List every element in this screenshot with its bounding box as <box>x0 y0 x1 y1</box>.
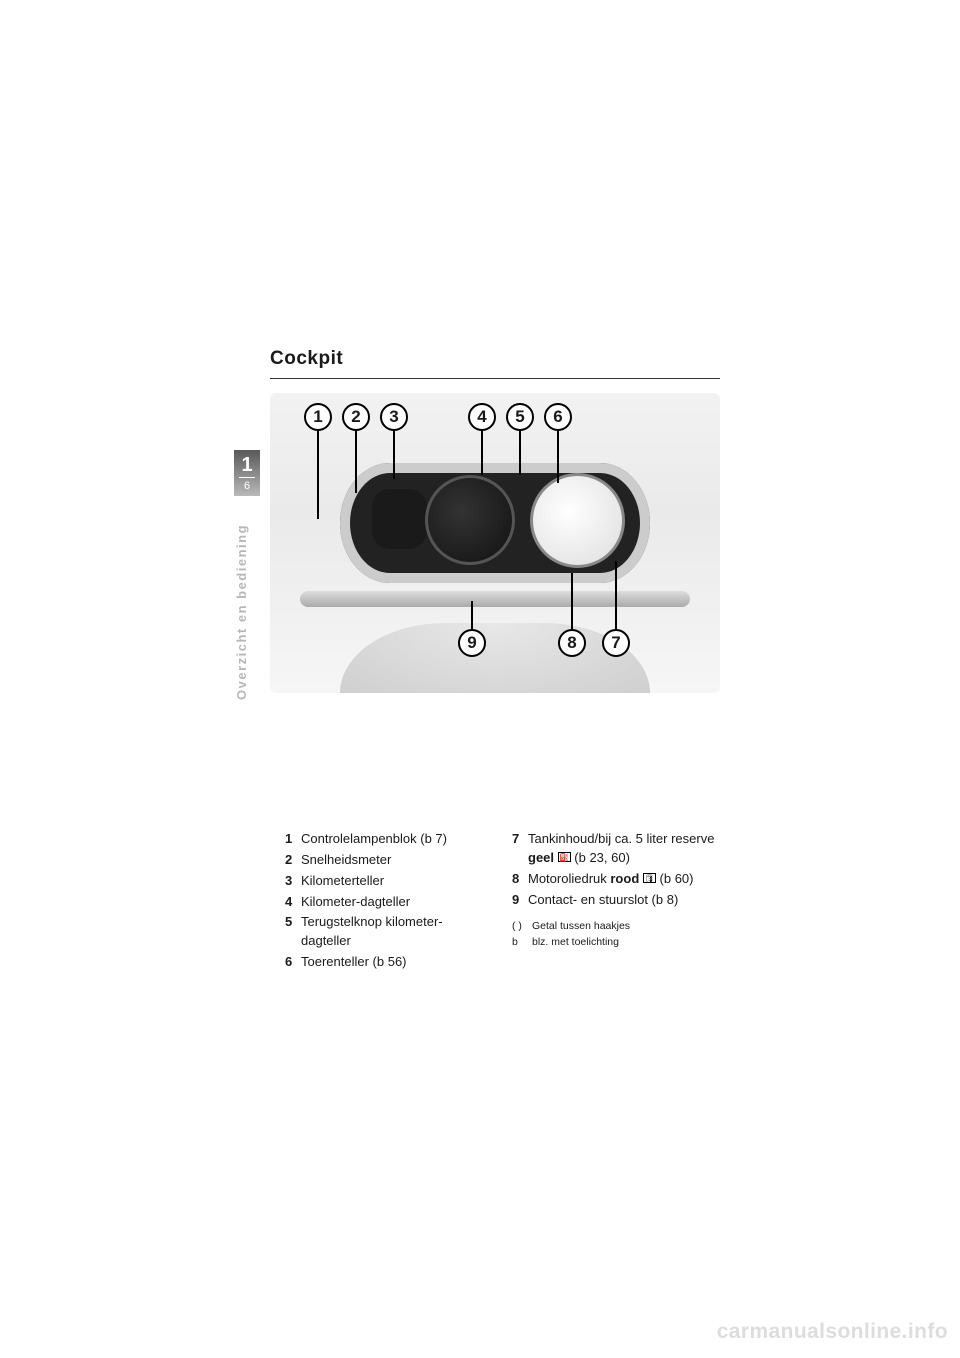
legend-item: 6Toerenteller (b 56) <box>285 953 488 972</box>
chapter-number: 1 <box>241 455 252 475</box>
legend-item-text: Controlelampenblok (b 7) <box>301 830 488 849</box>
callout-circle: 9 <box>458 629 486 657</box>
legend-item-text: Kilometerteller <box>301 872 488 891</box>
legend-item-number: 6 <box>285 953 301 972</box>
leader-line <box>393 431 395 479</box>
tachometer-gauge-shape <box>530 473 625 568</box>
legend-item-number: 9 <box>512 891 528 910</box>
callout-circle: 7 <box>602 629 630 657</box>
figure-legend: 1Controlelampenblok (b 7)2Snelheidsmeter… <box>285 830 715 974</box>
callout-circle: 8 <box>558 629 586 657</box>
legend-column-left: 1Controlelampenblok (b 7)2Snelheidsmeter… <box>285 830 488 974</box>
legend-item: 9Contact- en stuurslot (b 8) <box>512 891 715 910</box>
leader-line <box>615 561 617 629</box>
legend-item-number: 3 <box>285 872 301 891</box>
legend-item-number: 8 <box>512 870 528 889</box>
callout-circle: 3 <box>380 403 408 431</box>
callout-circle: 1 <box>304 403 332 431</box>
legend-item-text: Toerenteller (b 56) <box>301 953 488 972</box>
page-side-tab: 1 6 <box>234 450 260 496</box>
legend-item-text: Kilometer-dagteller <box>301 893 488 912</box>
title-rule <box>270 378 720 379</box>
legend-item: 7Tankinhoud/bij ca. 5 liter reserve geel… <box>512 830 715 868</box>
leader-line <box>557 431 559 483</box>
legend-item-text: Terugstelknop kilometer-dagteller <box>301 913 488 951</box>
indicator-icon: ⛽ <box>558 852 571 862</box>
leader-line <box>481 431 483 475</box>
page-title: Cockpit <box>270 348 720 370</box>
legend-footnote: ( )Getal tussen haakjesbblz. met toelich… <box>512 919 715 951</box>
page-number: 6 <box>244 480 250 492</box>
page-content: Cockpit 123 456 9 87 <box>270 348 720 693</box>
watermark: carmanualsonline.info <box>717 1320 948 1344</box>
chapter-indicator: 1 6 <box>234 450 260 496</box>
speedometer-gauge-shape <box>425 475 515 565</box>
indicator-icon: 🛢 <box>643 873 656 883</box>
fuel-tank-shape <box>340 623 650 693</box>
legend-item: 4Kilometer-dagteller <box>285 893 488 912</box>
divider <box>239 477 255 478</box>
leader-line <box>571 573 573 629</box>
warning-light-block-shape <box>372 489 427 549</box>
legend-item-text: Snelheidsmeter <box>301 851 488 870</box>
leader-line <box>471 601 473 629</box>
cockpit-figure: 123 456 9 87 <box>270 393 720 693</box>
legend-item: 2Snelheidsmeter <box>285 851 488 870</box>
legend-column-right: 7Tankinhoud/bij ca. 5 liter reserve geel… <box>512 830 715 974</box>
leader-line <box>355 431 357 493</box>
leader-line <box>317 431 319 519</box>
legend-item: 1Controlelampenblok (b 7) <box>285 830 488 849</box>
legend-item-text: Contact- en stuurslot (b 8) <box>528 891 715 910</box>
legend-item-number: 5 <box>285 913 301 951</box>
callout-circle: 5 <box>506 403 534 431</box>
legend-item-number: 7 <box>512 830 528 868</box>
legend-item-text: Tankinhoud/bij ca. 5 liter reserve geel … <box>528 830 715 868</box>
legend-item: 3Kilometerteller <box>285 872 488 891</box>
handlebar-shape <box>300 591 690 607</box>
legend-item-text: Motoroliedruk rood 🛢 (b 60) <box>528 870 715 889</box>
callout-circle: 2 <box>342 403 370 431</box>
legend-item: 8Motoroliedruk rood 🛢 (b 60) <box>512 870 715 889</box>
callout-circle: 6 <box>544 403 572 431</box>
legend-item-number: 4 <box>285 893 301 912</box>
legend-item-number: 1 <box>285 830 301 849</box>
callout-circle: 4 <box>468 403 496 431</box>
legend-item-number: 2 <box>285 851 301 870</box>
legend-item: 5Terugstelknop kilometer-dagteller <box>285 913 488 951</box>
leader-line <box>519 431 521 475</box>
section-label: Overzicht en bediening <box>234 524 249 700</box>
